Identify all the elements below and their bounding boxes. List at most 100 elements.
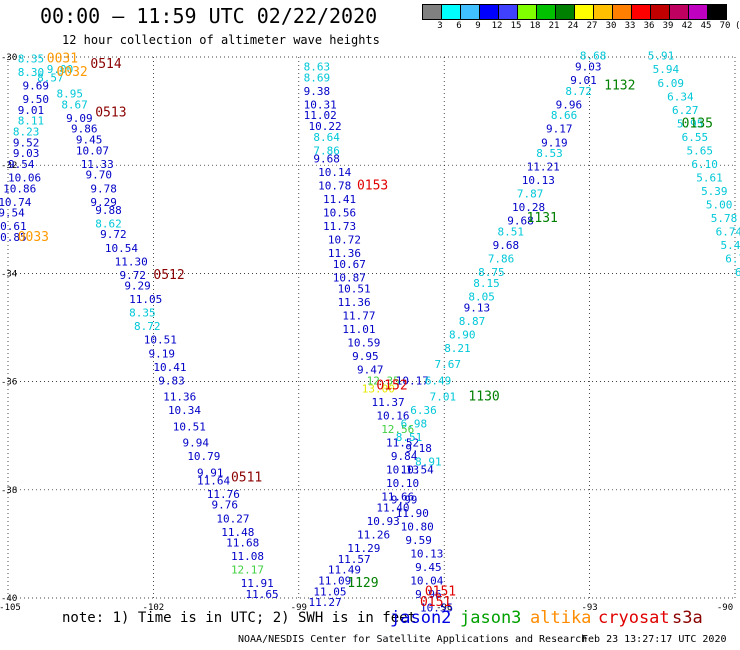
pass-time-label: 0151 [420,595,451,610]
y-tick-label: -30 [1,53,17,63]
wave-height-value: 9.78 [90,182,117,195]
wave-height-value: 8.35 [129,307,156,320]
wave-height-value: 10.41 [153,361,186,374]
wave-height-value: 8.75 [478,266,505,279]
wave-height-value: 10.17 [396,374,429,387]
wave-height-value: 9.19 [541,136,568,149]
x-tick-label: -99 [291,603,307,613]
wave-height-value: 11.40 [376,501,409,514]
y-tick-label: -34 [1,269,17,279]
wave-height-value: 9.72 [119,269,145,282]
pass-time-label: 0151 [425,584,456,599]
wave-height-value: 11.29 [347,542,380,555]
wave-height-value: 5.95 [677,117,704,130]
wave-height-value: 8.68 [580,50,607,63]
wave-height-value: 9.17 [546,123,573,136]
wave-height-value: 10.59 [347,336,380,349]
y-tick-label: -38 [1,486,17,496]
wave-height-value: 10.22 [308,120,341,133]
wave-height-value: 11.65 [245,588,278,601]
wave-height-value: 8.53 [536,147,563,160]
legend-label: 6 [456,21,462,31]
wave-height-value: 8.66 [551,109,578,122]
wave-height-value: 10.13 [522,174,555,187]
wave-height-value: 11.08 [231,550,264,563]
wave-height-value: 9.95 [352,350,379,363]
wave-height-value: 8.72 [565,85,592,98]
legend-label: (ft) [735,21,740,31]
wave-height-value: 10.93 [367,515,400,528]
wave-height-value: 9.01 [18,104,45,117]
wave-height-value: 5.78 [711,212,738,225]
pass-time-label: 1132 [604,78,635,93]
wave-height-value: 10.07 [76,144,109,157]
wave-height-value: 6.36 [410,404,437,417]
wave-height-value: 11.09 [318,574,351,587]
wave-height-value: 11.36 [338,296,371,309]
wave-height-value: 8.35 [18,52,45,65]
wave-height-value: 11.02 [304,109,337,122]
pass-time-label: 1131 [527,211,558,226]
wave-height-value: 10.87 [333,272,366,285]
wave-height-value: 7.86 [488,253,515,266]
wave-height-value: 9.68 [507,215,534,228]
wave-height-value: 11.05 [313,585,346,598]
wave-height-value: 8.67 [61,98,88,111]
wave-height-value: 9.94 [182,437,209,450]
page-title: 00:00 – 11:59 UTC 02/22/2020 [40,4,378,28]
wave-height-value: 10.31 [304,98,337,111]
wave-height-value: 10.86 [3,182,36,195]
pass-time-label: 1130 [468,390,499,405]
wave-height-value: 10.80 [401,520,434,533]
wave-height-value: 13.00 [362,382,395,395]
pass-time-label: 1129 [347,576,378,591]
legend-label: 36 [643,21,655,31]
wave-height-value: 10.14 [318,166,351,179]
wave-height-value: 11.36 [328,247,361,260]
legend-label: 24 [567,21,579,31]
wave-height-value: 11.73 [323,220,356,233]
wave-height-value: 9.69 [23,79,50,92]
legend-label: 21 [548,21,560,31]
wave-height-value: 6.27 [672,104,699,117]
wave-height-value: 9.88 [95,204,122,217]
wave-height-value: 9.19 [149,347,176,360]
wave-height-value: 10.85 [0,231,27,244]
wave-height-value: 8.90 [449,328,476,341]
x-tick-label: -96 [436,603,452,613]
wave-height-value: 7.01 [430,391,457,404]
wave-height-value: 11.64 [197,474,230,487]
pass-time-label: 0153 [357,179,388,194]
wave-height-value: 9.83 [158,374,185,387]
wave-height-value: 10.06 [8,171,41,184]
wave-height-value: 9.59 [405,534,432,547]
wave-height-value: 10.34 [168,404,201,417]
wave-height-value: 9.54 [0,207,25,220]
wave-height-value: 11.05 [129,293,162,306]
satellite-label-s3a: s3a [672,608,703,628]
wave-height-value: 7.67 [435,358,462,371]
pass-time-label: 0514 [90,57,121,72]
x-tick-label: -102 [143,603,165,613]
y-tick-label: -36 [1,378,17,388]
wave-height-value: 9.96 [556,98,583,111]
satellite-label-cryosat: cryosat [598,608,670,628]
wave-height-value: 11.76 [207,488,240,501]
wave-height-value: 8.62 [95,217,122,230]
wave-height-value: 9.47 [357,363,384,376]
wave-height-value: 9.18 [405,442,432,455]
wave-height-value: 12.35 [367,374,400,387]
wave-height-value: 11.49 [328,564,361,577]
wave-height-value: 9.45 [76,134,103,147]
wave-height-value: 5.49 [720,239,740,252]
wave-height-value: 10.13 [410,547,443,560]
wave-height-value: 8.21 [444,342,471,355]
pass-time-label: 0031 [47,51,78,66]
wave-height-value: 8.72 [134,320,161,333]
pass-time-label: 0032 [56,65,87,80]
pass-time-label: 0152 [376,379,407,394]
wave-height-value: 11.48 [221,526,254,539]
satellite-label-jason2: jason2 [390,608,452,628]
wave-height-value: 9.03 [13,147,39,160]
wave-height-value: 7.87 [517,188,544,201]
